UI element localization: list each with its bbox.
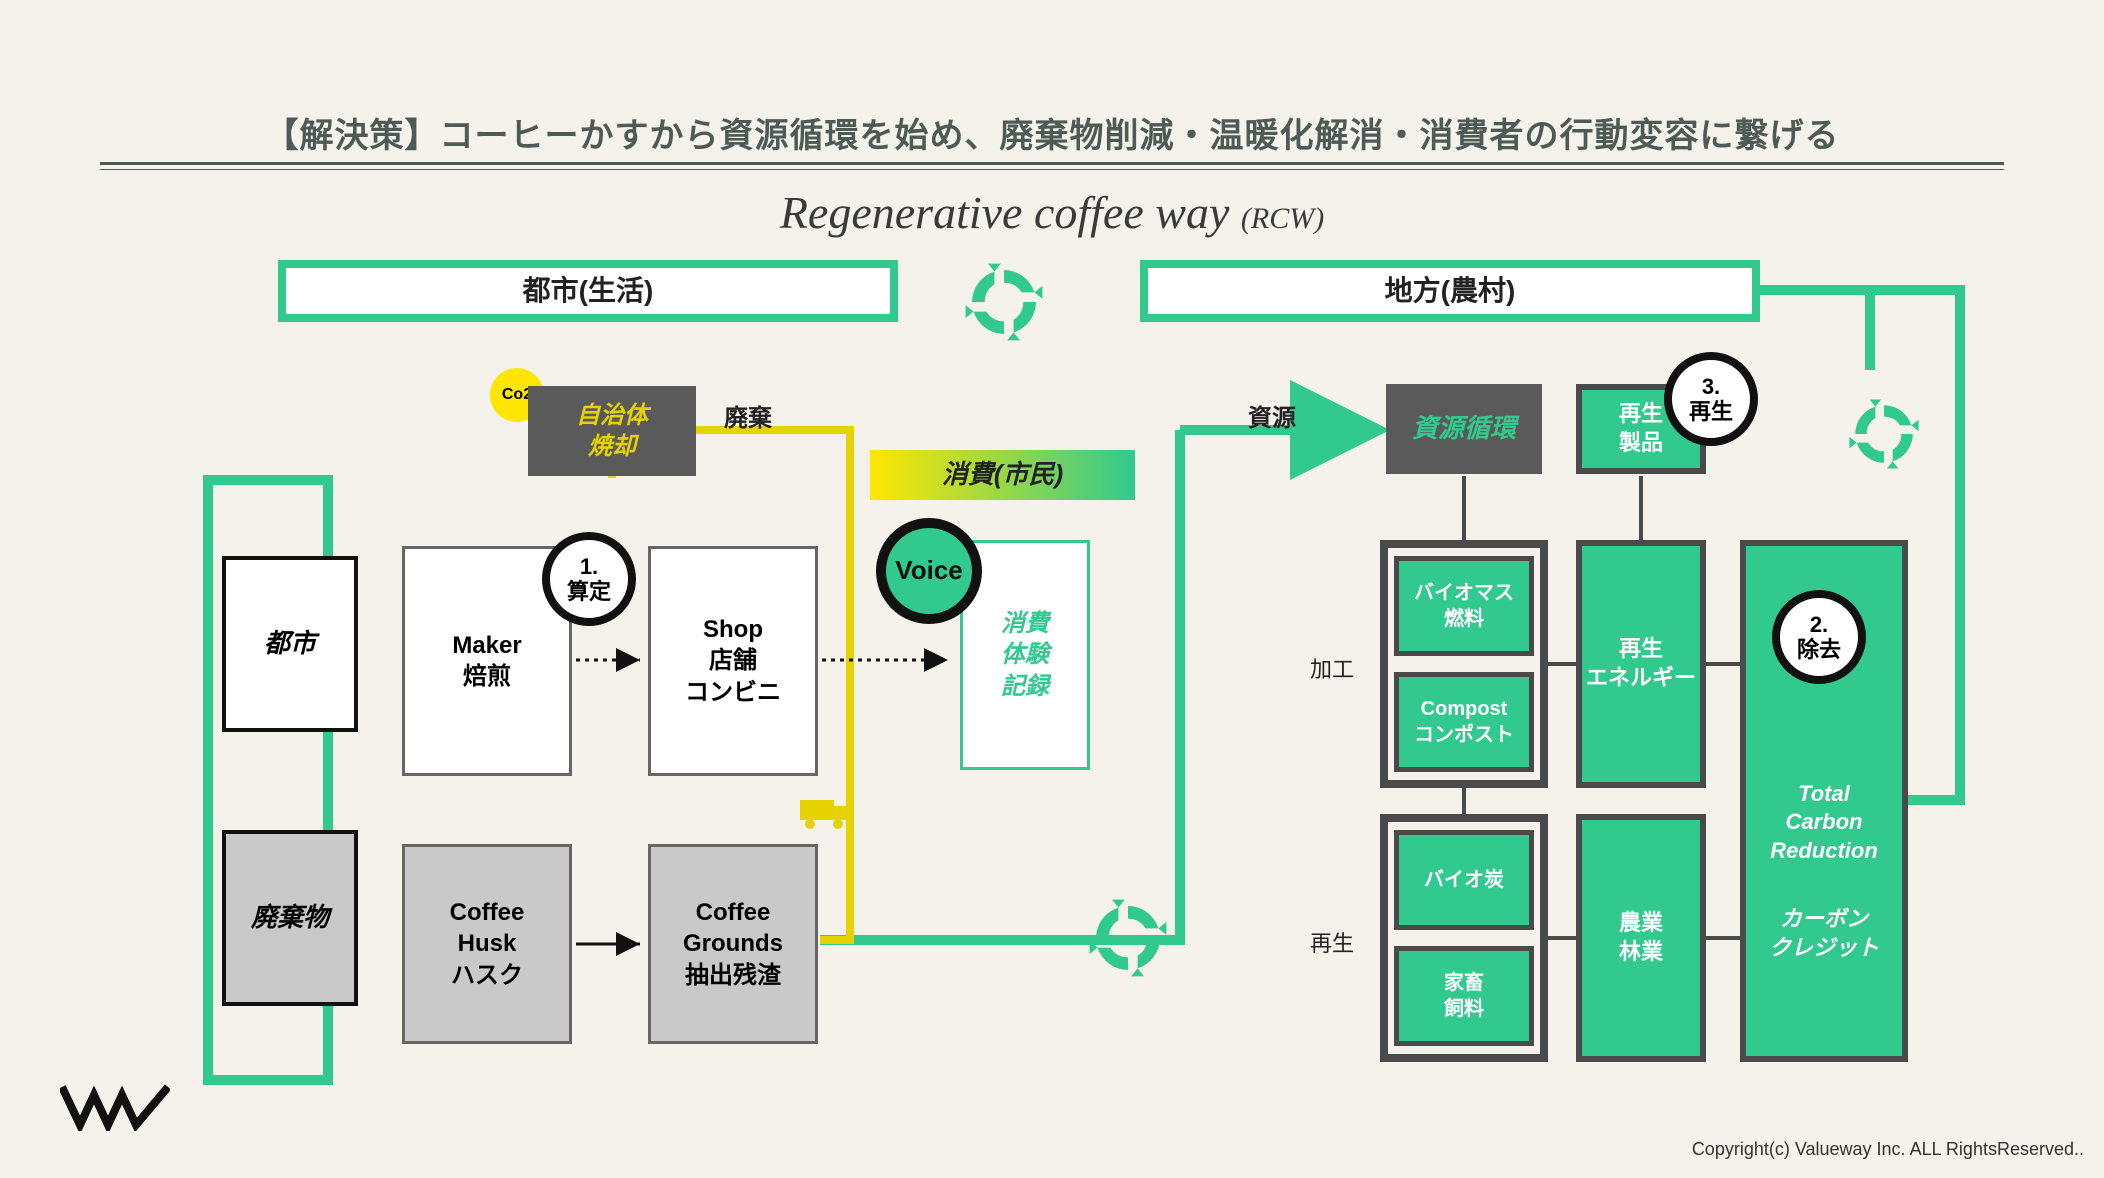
consumer-header-label: 消費(市民) <box>942 458 1063 492</box>
recycle-icon-right <box>1848 398 1920 475</box>
header-rural-label: 地方(農村) <box>1385 273 1516 309</box>
node-compost: Compost コンポスト <box>1394 672 1534 772</box>
node-feed: 家畜 飼料 <box>1394 946 1534 1046</box>
label-resource: 資源 <box>1248 398 1296 433</box>
label-processing: 加工 <box>1310 652 1354 684</box>
node-wastebox: 廃棄物 <box>222 830 358 1006</box>
node-agri: 農業 林業 <box>1576 814 1706 1062</box>
node-grounds: Coffee Grounds 抽出残渣 <box>648 844 818 1044</box>
badge-1: 1. 算定 <box>542 532 636 626</box>
badge-voice: Voice <box>876 518 982 624</box>
header-city-label: 都市(生活) <box>523 273 654 309</box>
badge-2: 2. 除去 <box>1772 590 1866 684</box>
node-biochar: バイオ炭 <box>1394 830 1534 930</box>
label-waste: 廃棄 <box>724 398 772 433</box>
consumer-header: 消費(市民) <box>870 450 1135 500</box>
badge-3: 3. 再生 <box>1664 352 1758 446</box>
node-municipal-l1: 自治体 <box>576 400 648 431</box>
node-shop: Shop 店舗 コンビニ <box>648 546 818 776</box>
node-municipal-l2: 焼却 <box>588 431 636 462</box>
label-regen: 再生 <box>1310 926 1354 958</box>
node-regen-energy: 再生 エネルギー <box>1576 540 1706 788</box>
node-husk: Coffee Husk ハスク <box>402 844 572 1044</box>
recycle-icon-bottom <box>1088 898 1168 983</box>
footer-copyright: Copyright(c) Valueway Inc. ALL RightsRes… <box>1692 1139 2084 1160</box>
node-res-cycle: 資源循環 <box>1386 384 1542 474</box>
subtitle-main: Regenerative coffee way <box>780 187 1230 238</box>
header-rural: 地方(農村) <box>1140 260 1760 322</box>
title-rule <box>100 162 2004 170</box>
logo <box>60 1081 170 1143</box>
node-city: 都市 <box>222 556 358 732</box>
node-municipal: 自治体 焼却 <box>528 386 696 476</box>
header-city: 都市(生活) <box>278 260 898 322</box>
node-biomass: バイオマス 燃料 <box>1394 556 1534 656</box>
subtitle-acronym: (RCW) <box>1241 202 1324 235</box>
subtitle: Regenerative coffee way (RCW) <box>0 186 2104 239</box>
recycle-icon-center <box>964 262 1044 347</box>
page-title: 【解決策】コーヒーかすから資源循環を始め、廃棄物削減・温暖化解消・消費者の行動変… <box>0 108 2104 157</box>
